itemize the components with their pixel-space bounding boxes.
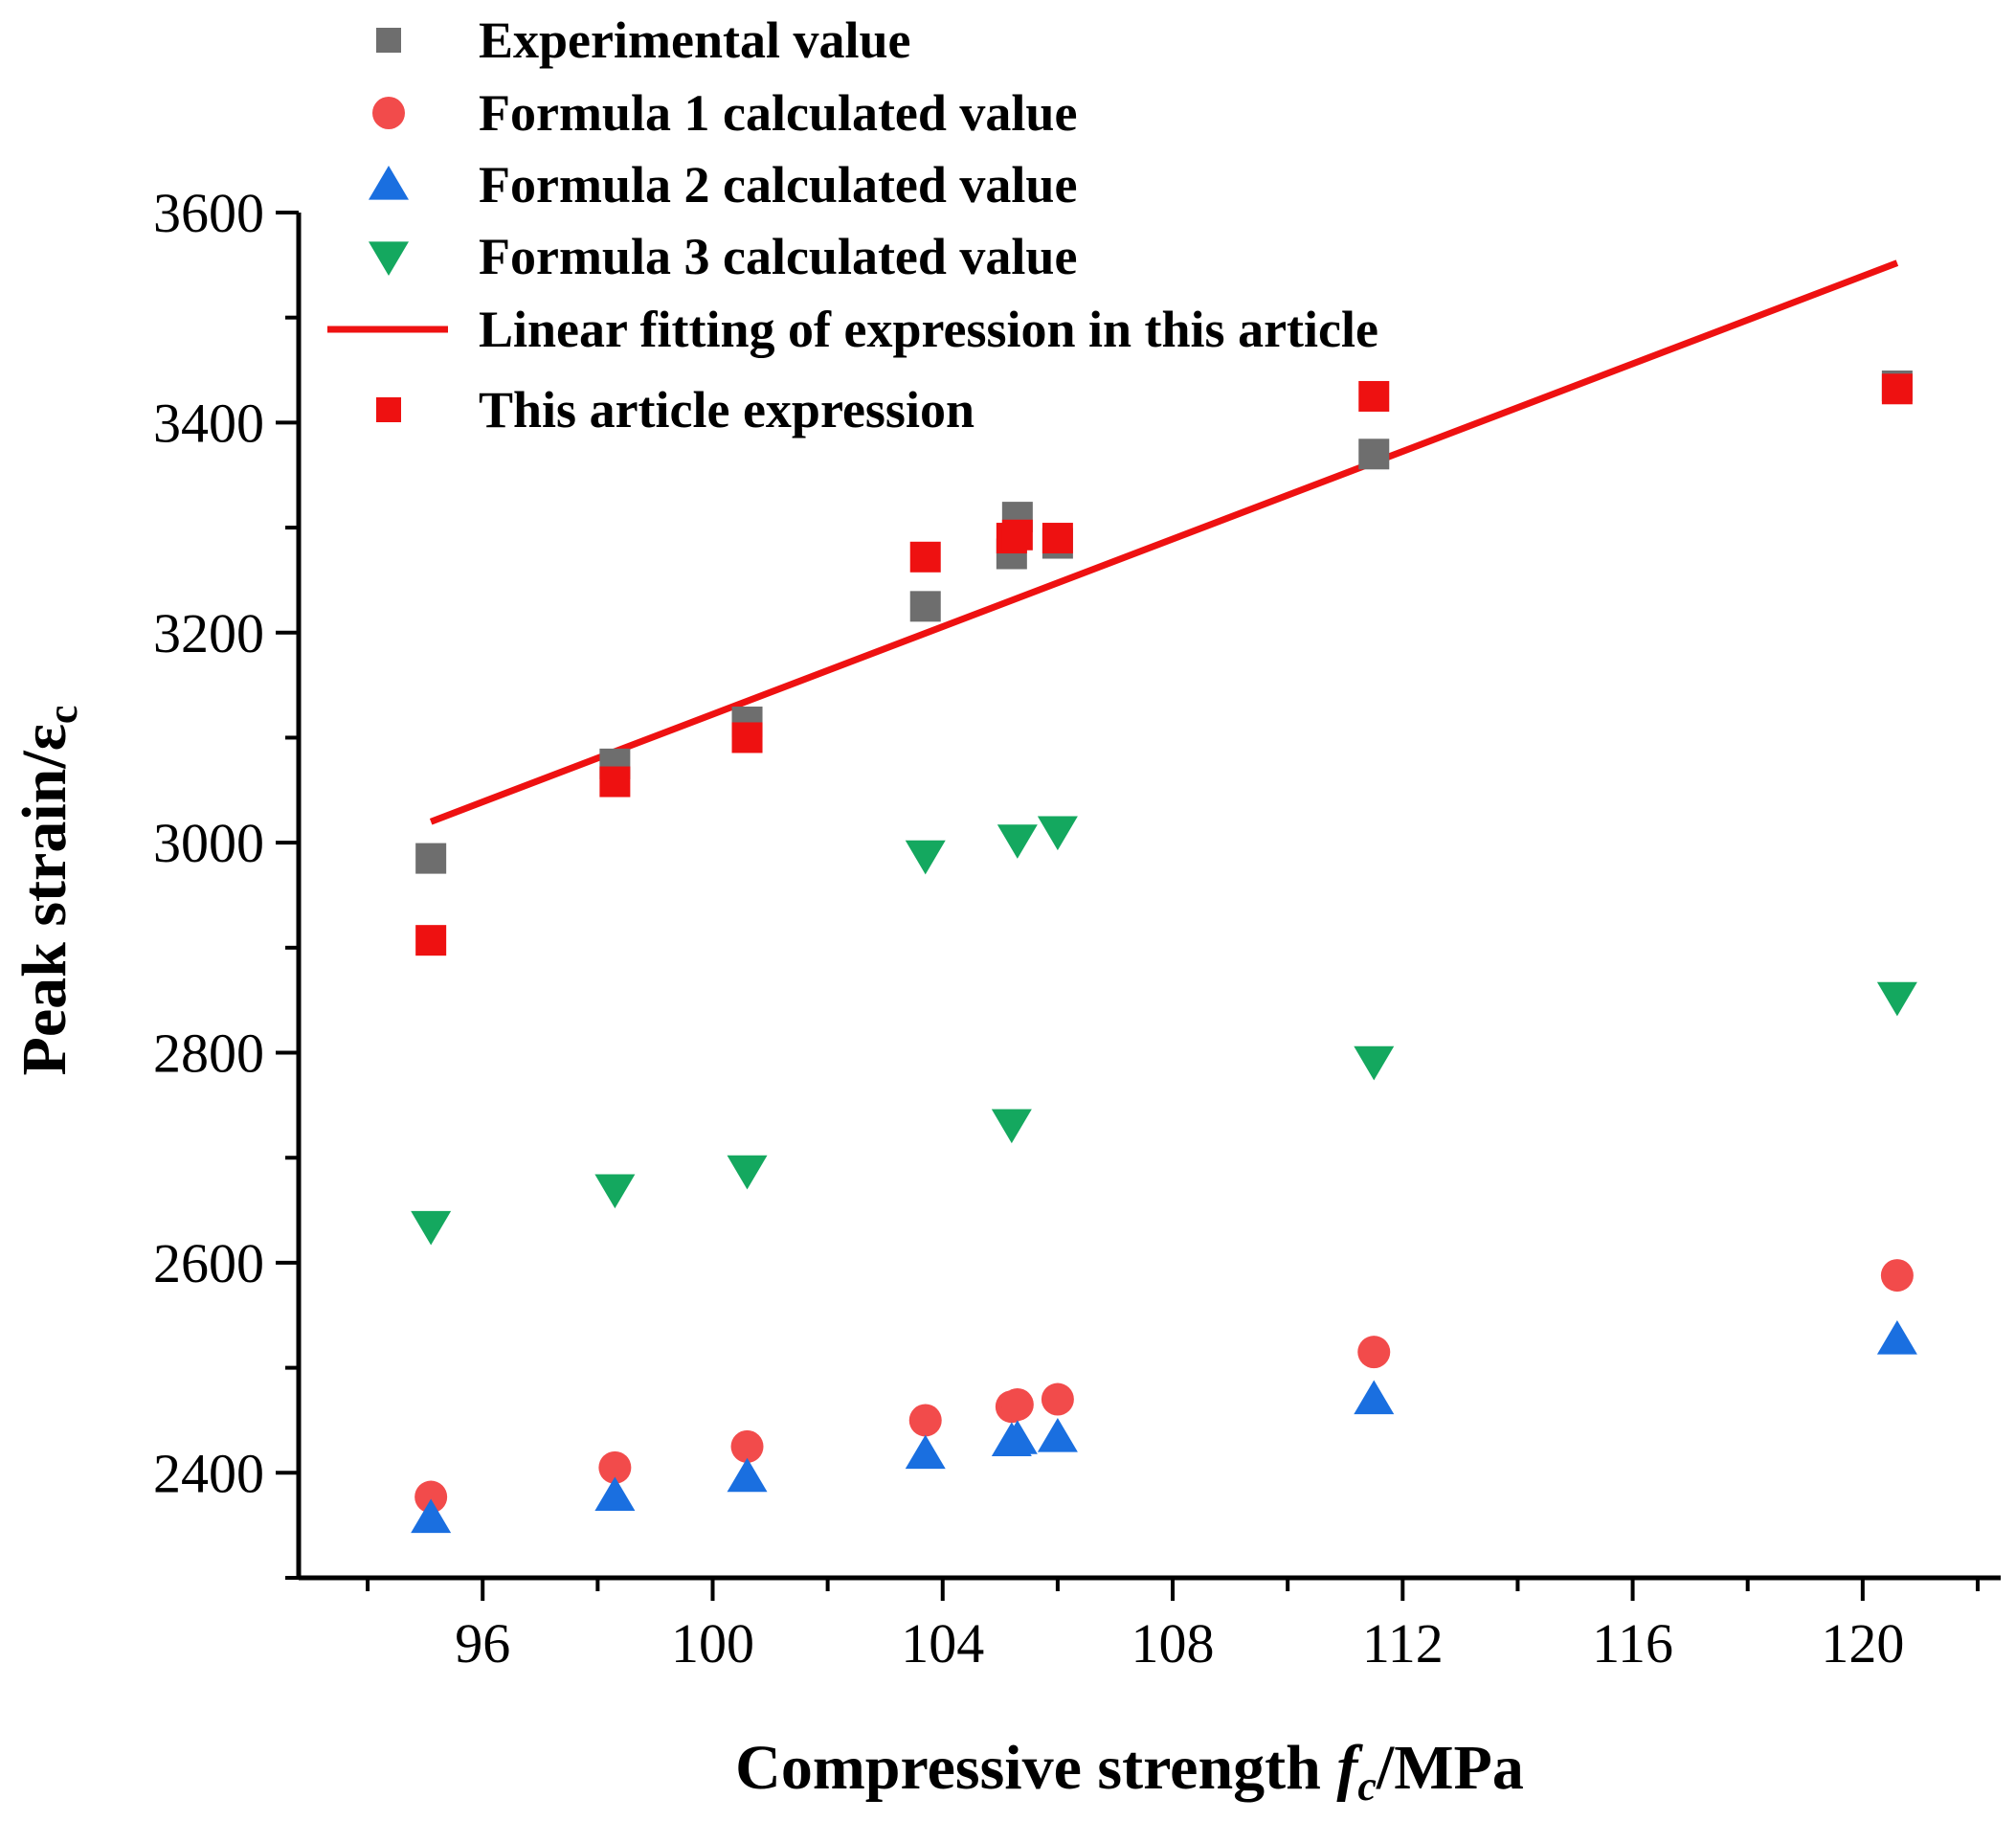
series-0-point	[909, 591, 941, 622]
series-1-point	[730, 1429, 764, 1463]
series-5-point	[599, 766, 631, 798]
series-3-point	[997, 824, 1038, 859]
series-3-point	[905, 840, 946, 875]
series-0-point	[1358, 438, 1390, 470]
legend-marker-symbol	[369, 241, 409, 276]
legend: Experimental value Formula 1 calculated v…	[327, 11, 1378, 438]
legend-label: Experimental value	[479, 11, 910, 69]
y-tick-label: 3400	[153, 392, 264, 454]
series-2-point	[1037, 1418, 1078, 1452]
series-5-point	[1881, 373, 1913, 405]
series-3-point	[991, 1109, 1032, 1144]
series-2-point	[1876, 1319, 1917, 1355]
x-tick-label: 112	[1362, 1612, 1444, 1675]
y-tick-label: 2600	[153, 1232, 264, 1294]
series-3-point	[594, 1174, 636, 1209]
series-2-point	[997, 1420, 1038, 1454]
y-tick-label: 3200	[153, 602, 264, 664]
x-tick-label: 100	[671, 1612, 754, 1675]
series-0-point	[415, 843, 447, 874]
x-tick-label: 104	[901, 1612, 984, 1675]
series-5-point	[1001, 519, 1033, 551]
legend-label: Linear fitting of expression in this art…	[479, 301, 1378, 358]
fit-line-layer	[429, 259, 1899, 825]
series-2-point	[727, 1457, 768, 1493]
series-1-point	[1041, 1383, 1074, 1416]
series-1-point	[1880, 1259, 1914, 1293]
points-layer	[411, 370, 1917, 1534]
series-1-point	[908, 1404, 942, 1437]
x-tick-label: 116	[1592, 1612, 1673, 1675]
x-tick-label: 108	[1131, 1612, 1215, 1675]
series-3-point	[411, 1210, 452, 1246]
series-1-point	[1000, 1388, 1034, 1422]
series-2-point	[411, 1498, 452, 1534]
series-1-point	[598, 1450, 632, 1484]
y-axis-title: Peak strain/εc	[10, 706, 86, 1076]
legend-marker-symbol	[372, 97, 405, 129]
series-1-point	[1357, 1336, 1391, 1369]
series-2-point	[1354, 1380, 1395, 1415]
series-5-point	[1358, 380, 1390, 412]
series-3-point	[1037, 816, 1078, 851]
legend-label: This article expression	[479, 381, 974, 438]
series-2-point	[594, 1476, 636, 1512]
x-tick-label: 96	[455, 1612, 510, 1675]
ticks-layer: 96 100 104 108 112 116 120 2400 2600 2800 3000 3200…	[153, 182, 1980, 1675]
legend-label: Formula 1 calculated value	[479, 84, 1077, 142]
series-1-point	[414, 1480, 448, 1514]
series-5-point	[415, 925, 447, 956]
y-tick-label: 2400	[153, 1442, 264, 1504]
x-axis-title: Compressive strength fc/MPa	[735, 1733, 1524, 1810]
series-2-point	[905, 1434, 946, 1470]
series-3-point	[727, 1155, 768, 1190]
axes-layer	[296, 213, 2001, 1581]
series-5-point	[909, 541, 941, 573]
series-3-point	[1354, 1045, 1395, 1081]
y-tick-label: 3600	[153, 182, 264, 244]
legend-marker-symbol	[369, 166, 409, 200]
fit-line	[429, 259, 1899, 825]
y-tick-label: 3000	[153, 812, 264, 874]
legend-label: Formula 3 calculated value	[479, 228, 1077, 285]
legend-marker-symbol	[376, 28, 401, 53]
series-5-point	[1042, 523, 1073, 554]
series-3-point	[1876, 981, 1917, 1017]
legend-marker-symbol	[376, 397, 401, 422]
y-tick-label: 2800	[153, 1023, 264, 1085]
x-tick-label: 120	[1821, 1612, 1904, 1675]
legend-label: Formula 2 calculated value	[479, 156, 1077, 214]
series-5-point	[731, 722, 763, 753]
